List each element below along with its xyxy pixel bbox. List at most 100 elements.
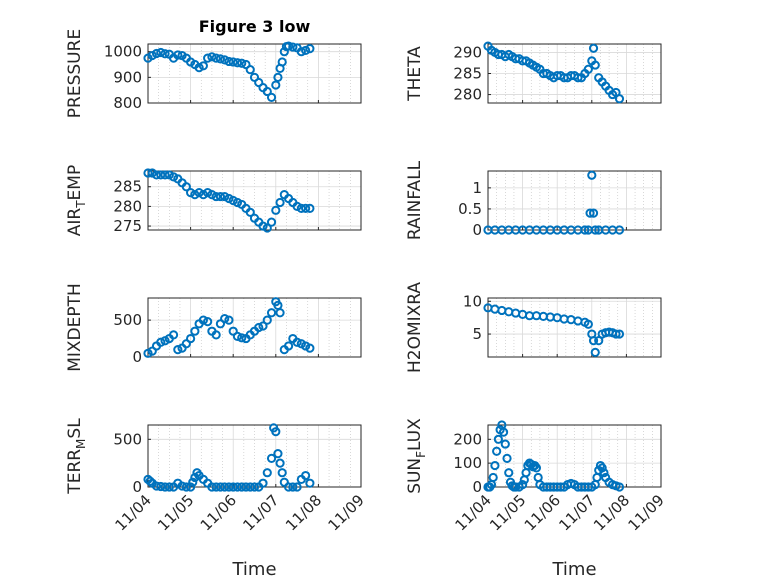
- x-tick-label: 11/04: [112, 491, 155, 534]
- data-point: [198, 315, 208, 325]
- y-tick-label: 500: [113, 430, 142, 448]
- data-point: [220, 314, 230, 324]
- data-point: [262, 223, 272, 233]
- y-tick-label: 1: [472, 179, 482, 197]
- data-point: [301, 470, 311, 481]
- data-point: [262, 86, 272, 97]
- data-point: [151, 170, 162, 180]
- data-point: [181, 182, 191, 192]
- y-tick-label: 275: [113, 217, 142, 235]
- data-point: [590, 60, 600, 70]
- data-point: [194, 63, 204, 73]
- data-point: [583, 64, 593, 74]
- data-point: [275, 308, 285, 318]
- data-point: [215, 482, 226, 492]
- data-point: [228, 57, 238, 67]
- y-axis-label: MIXDEPTH: [65, 283, 85, 372]
- data-point: [173, 345, 183, 355]
- data-point: [271, 205, 281, 215]
- data-point: [305, 203, 315, 213]
- x-axis-label: Time: [551, 559, 596, 580]
- data-point: [590, 347, 600, 358]
- y-tick-label: 280: [453, 86, 482, 104]
- y-tick-label: 200: [453, 430, 482, 448]
- data-point: [292, 337, 302, 347]
- x-tick-label: 11/09: [325, 491, 368, 534]
- y-tick-label: 100: [453, 454, 482, 472]
- y-tick-label: 0.5: [458, 200, 482, 218]
- data-point: [585, 208, 595, 218]
- data-point: [181, 482, 191, 492]
- data-point: [156, 481, 166, 492]
- data-point: [266, 92, 277, 102]
- data-point: [271, 80, 281, 90]
- data-point: [583, 319, 593, 329]
- data-point: [207, 482, 217, 492]
- x-tick-label: 11/07: [555, 491, 598, 534]
- data-point: [151, 48, 162, 59]
- data-point: [588, 43, 599, 53]
- data-point: [145, 476, 155, 486]
- data-point: [232, 58, 243, 68]
- y-tick-label: 800: [113, 94, 142, 112]
- data-point: [500, 439, 510, 449]
- data-point: [164, 482, 174, 492]
- y-tick-label: 1000: [104, 43, 142, 61]
- data-point: [232, 482, 243, 492]
- subplot-4: 0 0.5 1 RAINFALL: [405, 160, 662, 240]
- data-point: [305, 44, 315, 54]
- data-point: [599, 468, 609, 478]
- y-tick-label: 0: [132, 478, 142, 496]
- y-tick-label: 285: [453, 65, 482, 83]
- plot-area: [487, 297, 662, 358]
- data-point: [288, 42, 298, 52]
- subplot-2: 280 285 290 THETA: [405, 41, 662, 104]
- data-point: [156, 170, 166, 180]
- x-tick-label: 11/09: [625, 491, 668, 534]
- y-tick-label: 0: [472, 478, 482, 496]
- x-tick-label: 11/08: [282, 491, 325, 534]
- data-point: [156, 47, 166, 58]
- data-point: [518, 480, 528, 490]
- axes-frame: [487, 43, 662, 104]
- data-point: [245, 482, 255, 492]
- data-point: [224, 482, 234, 492]
- x-tick-label: 11/06: [521, 491, 564, 534]
- x-tick-label: 11/07: [239, 491, 282, 534]
- data-point: [215, 191, 226, 202]
- data-point: [283, 41, 294, 51]
- axes-frame: [147, 170, 362, 231]
- y-axis-label: AIRTEMP: [65, 165, 88, 236]
- y-tick-label: 5: [472, 325, 482, 343]
- data-point: [305, 343, 315, 353]
- data-point: [614, 225, 625, 235]
- data-point: [301, 45, 311, 56]
- y-axis-label: THETA: [405, 46, 425, 102]
- data-point: [292, 482, 302, 492]
- subplot-6: 5 10 H2OMIXRA: [405, 282, 662, 373]
- data-point: [266, 217, 277, 227]
- data-point: [590, 225, 600, 235]
- data-point: [220, 482, 230, 492]
- data-point: [241, 482, 251, 492]
- data-point: [296, 47, 306, 57]
- data-point: [305, 478, 315, 488]
- axes-frame: [487, 297, 662, 358]
- data-point: [614, 482, 625, 492]
- data-point: [211, 53, 221, 63]
- data-point: [168, 330, 179, 340]
- subplot-5: 0 500 MIXDEPTH: [65, 283, 362, 372]
- data-point: [254, 322, 264, 333]
- data-point: [279, 47, 289, 57]
- data-point: [198, 61, 208, 71]
- data-point: [160, 482, 170, 492]
- data-point: [614, 94, 625, 104]
- data-point: [215, 54, 226, 64]
- data-point: [273, 449, 283, 459]
- x-axis-label: Time: [231, 559, 276, 580]
- data-point: [249, 482, 260, 492]
- data-point: [224, 315, 234, 325]
- x-tick-label: 11/04: [452, 491, 495, 534]
